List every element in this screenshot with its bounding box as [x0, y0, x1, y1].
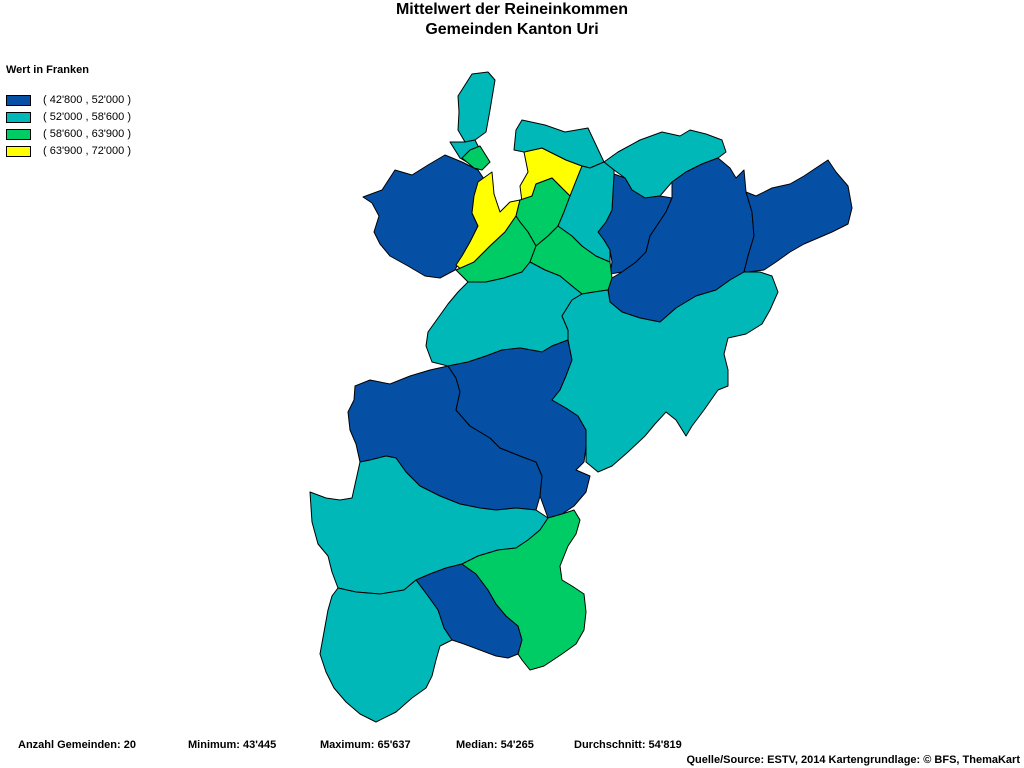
footer-average: Durchschnitt: 54'819: [574, 739, 682, 751]
footer-maximum: Maximum: 65'637: [320, 739, 411, 751]
legend-swatch-2: [6, 111, 31, 123]
municipality-region[interactable]: [743, 159, 853, 273]
municipality-region[interactable]: [457, 71, 496, 143]
legend-item-4: ( 63'900 , 72'000 ): [6, 144, 131, 158]
legend-label-4: ( 63'900 , 72'000 ): [43, 145, 131, 157]
footer-count: Anzahl Gemeinden: 20: [18, 739, 136, 751]
legend-item-2: ( 52'000 , 58'600 ): [6, 110, 131, 124]
municipality-region[interactable]: [319, 579, 453, 723]
legend-label-3: ( 58'600 , 63'900 ): [43, 128, 131, 140]
legend-title: Wert in Franken: [6, 64, 89, 76]
municipality-region[interactable]: [461, 145, 491, 171]
municipality-region[interactable]: [461, 509, 587, 671]
footer-median: Median: 54'265: [456, 739, 534, 751]
legend-item-3: ( 58'600 , 63'900 ): [6, 127, 131, 141]
source-note: Quelle/Source: ESTV, 2014 Kartengrundlag…: [686, 754, 1020, 766]
municipality-region[interactable]: [447, 339, 591, 519]
legend-swatch-3: [6, 128, 31, 140]
municipality-region[interactable]: [551, 271, 779, 473]
map-title-line-2: Gemeinden Kanton Uri: [425, 21, 599, 38]
map-title-line-1: Mittelwert der Reineinkommen: [395, 1, 629, 18]
footer-minimum: Minimum: 43'445: [188, 739, 277, 751]
legend-label-1: ( 42'800 , 52'000 ): [43, 94, 131, 106]
legend-label-2: ( 52'000 , 58'600 ): [43, 111, 131, 123]
legend-item-1: ( 42'800 , 52'000 ): [6, 93, 131, 107]
legend-swatch-1: [6, 94, 31, 106]
map-title: Mittelwert der Reineinkommen Gemeinden K…: [0, 0, 1024, 40]
municipality-region[interactable]: [557, 161, 615, 263]
legend-swatch-4: [6, 145, 31, 157]
